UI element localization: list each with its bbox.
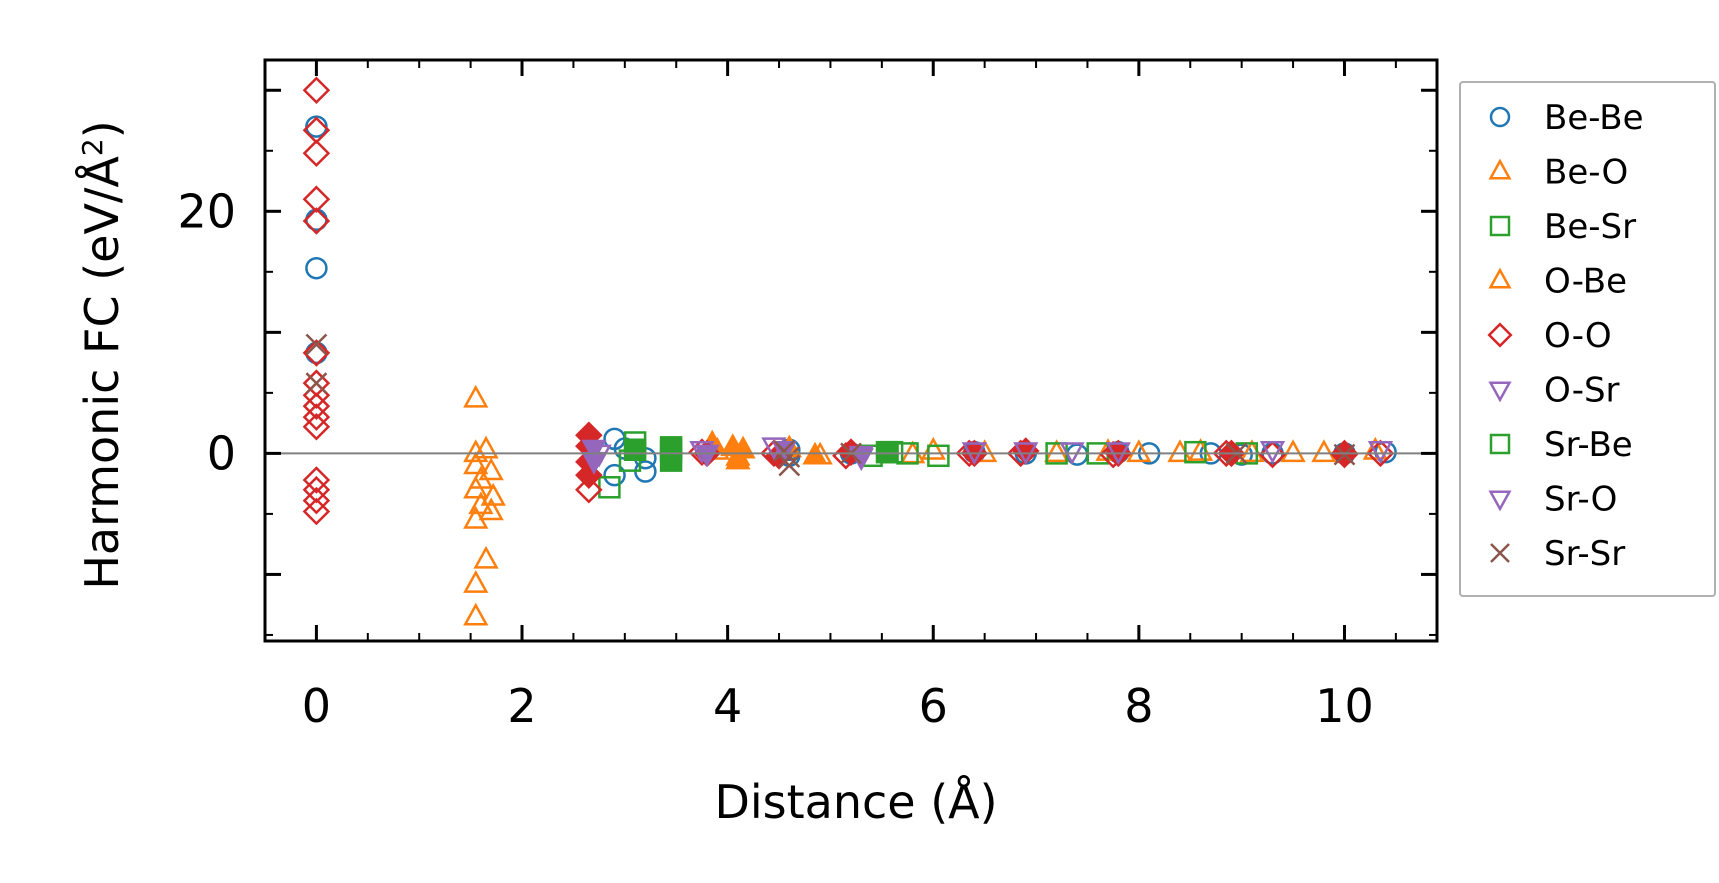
data-point — [603, 463, 626, 487]
data-point — [463, 570, 489, 593]
data-point — [302, 207, 331, 235]
data-point — [302, 486, 331, 515]
y-axis-label-sup: 2 — [76, 138, 109, 156]
data-point — [1367, 441, 1394, 464]
legend-marker-be-be — [1489, 106, 1511, 128]
legend: Be-Be Be-O Be-Sr O-Be O-O O-Sr Sr-Be Sr-O Sr-Sr — [1459, 81, 1716, 597]
data-point — [659, 449, 683, 472]
data-point — [689, 441, 715, 464]
axis-ticks — [264, 60, 1437, 641]
data-point — [1362, 436, 1388, 460]
x-tick-label: 6 — [919, 679, 948, 733]
data-point — [1366, 439, 1395, 468]
legend-marker-o-sr — [1488, 381, 1512, 403]
data-point — [463, 451, 489, 475]
legend-label: O-Sr — [1544, 371, 1620, 411]
data-point — [302, 392, 331, 420]
data-point — [302, 497, 331, 526]
y-axis-label-close: ) — [75, 120, 129, 138]
data-point — [305, 333, 328, 356]
data-point — [473, 545, 499, 569]
legend-label: Sr-Sr — [1544, 534, 1625, 574]
x-tick-label: 0 — [302, 679, 331, 733]
legend-label: Sr-Be — [1544, 425, 1633, 465]
y-tick-label: 0 — [207, 426, 236, 480]
legend-box — [1459, 81, 1716, 597]
data-point — [305, 256, 328, 280]
data-point — [586, 444, 612, 468]
data-point — [302, 403, 331, 431]
x-axis-label: Distance (Å) — [714, 775, 997, 829]
legend-marker-o-be — [1488, 267, 1512, 289]
data-point — [302, 185, 331, 213]
data-point — [1280, 439, 1306, 463]
series-sr-be — [623, 436, 899, 472]
x-tick-label: 4 — [713, 679, 742, 733]
data-point — [920, 436, 946, 460]
x-tick-label: 8 — [1124, 679, 1153, 733]
data-point — [463, 439, 489, 463]
data-point — [302, 76, 331, 105]
data-point — [875, 440, 899, 464]
data-point — [1043, 439, 1070, 463]
legend-marker-sr-o — [1488, 490, 1512, 512]
plot-frame — [263, 58, 1439, 643]
data-point — [302, 412, 331, 441]
y-tick-label: 20 — [177, 184, 236, 238]
data-point — [623, 438, 647, 462]
legend-marker-o-o — [1487, 322, 1513, 348]
legend-marker-sr-be — [1489, 433, 1511, 455]
x-tick-label: 2 — [507, 679, 536, 733]
data-point — [302, 475, 331, 504]
legend-marker-be-sr — [1489, 215, 1511, 237]
data-point — [302, 466, 331, 494]
legend-label: Be-Sr — [1544, 207, 1636, 247]
legend-label: Be-O — [1544, 153, 1628, 193]
tick-labels: 0 2 4 6 8 10 0 20 — [177, 184, 1373, 733]
data-point — [463, 602, 489, 626]
series-be-be — [305, 115, 1397, 487]
data-point — [1126, 439, 1152, 463]
legend-marker-sr-sr — [1490, 543, 1510, 563]
data-point — [305, 372, 328, 395]
legend-marker-be-o — [1488, 158, 1512, 180]
data-point — [1311, 439, 1337, 463]
data-point — [463, 384, 489, 408]
series-be-o — [463, 384, 1388, 626]
data-point — [1167, 439, 1193, 463]
legend-label: O-Be — [1544, 262, 1627, 302]
legend-label: Be-Be — [1544, 98, 1644, 138]
data-point — [302, 339, 331, 367]
data-point — [302, 139, 331, 167]
y-axis-label: Harmonic FC (eV/Å2) — [75, 120, 129, 589]
data-point — [1259, 441, 1286, 464]
plot-markers — [302, 76, 1397, 626]
data-point — [598, 476, 621, 499]
data-point — [478, 497, 504, 521]
data-point — [480, 482, 506, 506]
data-point — [778, 454, 801, 477]
x-tick-label: 10 — [1315, 679, 1374, 733]
data-point — [927, 444, 950, 468]
data-point — [575, 475, 603, 504]
data-point — [1258, 440, 1287, 469]
data-point — [694, 444, 720, 468]
data-point — [478, 457, 504, 481]
data-point — [778, 446, 801, 468]
legend-label: Sr-O — [1544, 480, 1617, 520]
data-point — [1333, 443, 1356, 466]
legend-label: O-O — [1544, 316, 1612, 356]
data-point — [725, 446, 751, 470]
y-axis-label-main: Harmonic FC (eV/Å — [75, 156, 129, 590]
data-point — [473, 435, 499, 459]
data-point — [1184, 440, 1207, 464]
